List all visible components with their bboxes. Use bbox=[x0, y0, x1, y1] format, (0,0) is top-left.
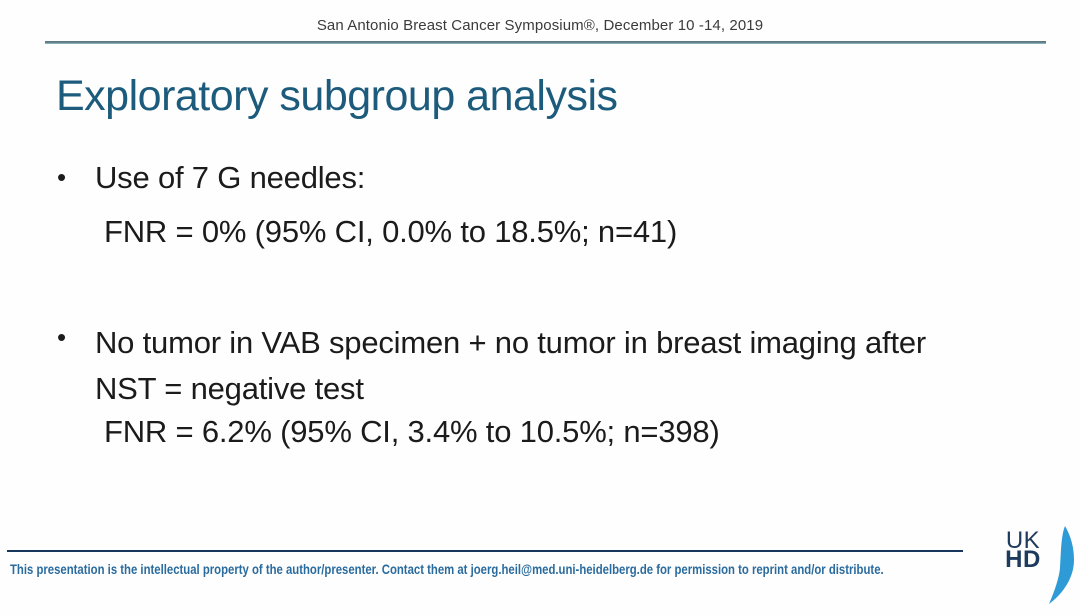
ukhd-logo-text: UK HD bbox=[1000, 527, 1046, 573]
bullet-result: FNR = 0% (95% CI, 0.0% to 18.5%; n=41) bbox=[104, 214, 678, 249]
bullet-line: NST = negative test bbox=[95, 371, 364, 406]
page-title: Exploratory subgroup analysis bbox=[56, 72, 618, 120]
bullet-item: • Use of 7 G needles: bbox=[57, 160, 365, 196]
bullet-result: FNR = 6.2% (95% CI, 3.4% to 10.5%; n=398… bbox=[104, 414, 720, 449]
ukhd-logo-line2: HD bbox=[1005, 546, 1041, 573]
ukhd-logo-line1: UK bbox=[1005, 527, 1041, 554]
bullet-line: No tumor in VAB specimen + no tumor in b… bbox=[95, 325, 927, 360]
ukhd-logo: UK HD bbox=[1000, 524, 1076, 608]
bullet-icon: • bbox=[57, 162, 66, 192]
bullet-item: • No tumor in VAB specimen + no tumor in… bbox=[57, 320, 926, 412]
bullet-icon: • bbox=[57, 322, 66, 352]
footer-disclaimer: This presentation is the intellectual pr… bbox=[10, 561, 884, 577]
bullet-text: No tumor in VAB specimen + no tumor in b… bbox=[95, 320, 926, 412]
footer-divider bbox=[7, 550, 963, 552]
conference-header: San Antonio Breast Cancer Symposium®, De… bbox=[316, 17, 764, 34]
header-divider bbox=[45, 41, 1046, 44]
logo-swoosh-icon bbox=[1049, 526, 1074, 604]
bullet-line: Use of 7 G needles: bbox=[95, 160, 366, 195]
